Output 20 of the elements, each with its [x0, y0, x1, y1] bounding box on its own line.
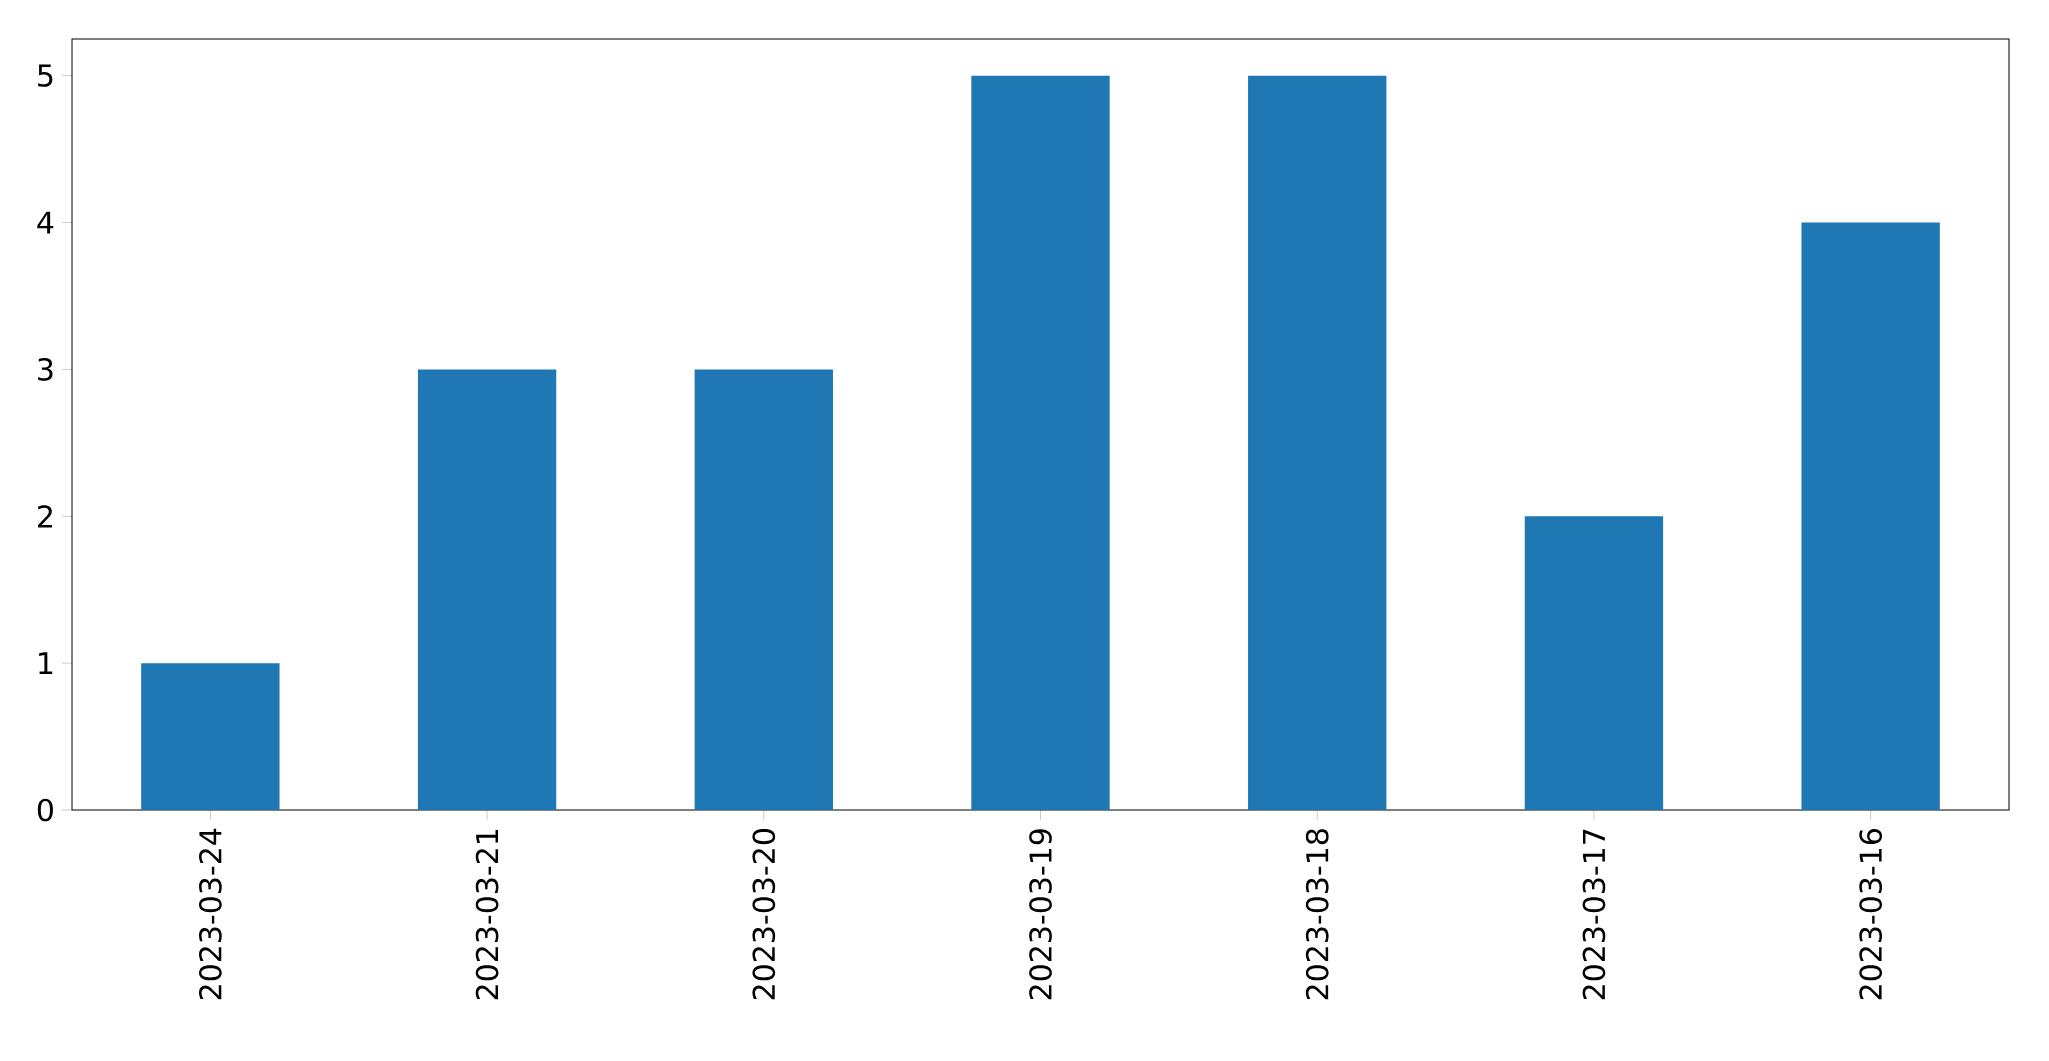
- bar: [694, 369, 833, 810]
- bar: [971, 75, 1110, 810]
- y-tick-label: 1: [39, 652, 53, 675]
- x-tick-label: 2023-03-17: [1582, 829, 1606, 1000]
- y-tick-label: 5: [38, 64, 53, 87]
- bar: [141, 663, 280, 810]
- y-tick-label: 0: [37, 798, 53, 822]
- bar: [1524, 516, 1664, 810]
- bar: [417, 369, 557, 810]
- bar: [1801, 222, 1940, 810]
- bar: [1248, 75, 1387, 810]
- y-tick-label: 3: [38, 358, 53, 381]
- x-tick-label: 2023-03-16: [1859, 829, 1883, 1000]
- x-tick-label: 2023-03-18: [1305, 829, 1329, 1000]
- x-tick-label: 2023-03-24: [199, 828, 222, 1000]
- x-tick-label: 2023-03-21: [475, 829, 499, 1000]
- x-tick-label: 2023-03-20: [752, 829, 776, 1000]
- x-tick-label: 2023-03-19: [1029, 829, 1052, 1000]
- y-tick-label: 2: [38, 505, 52, 528]
- y-tick-label: 4: [37, 211, 54, 234]
